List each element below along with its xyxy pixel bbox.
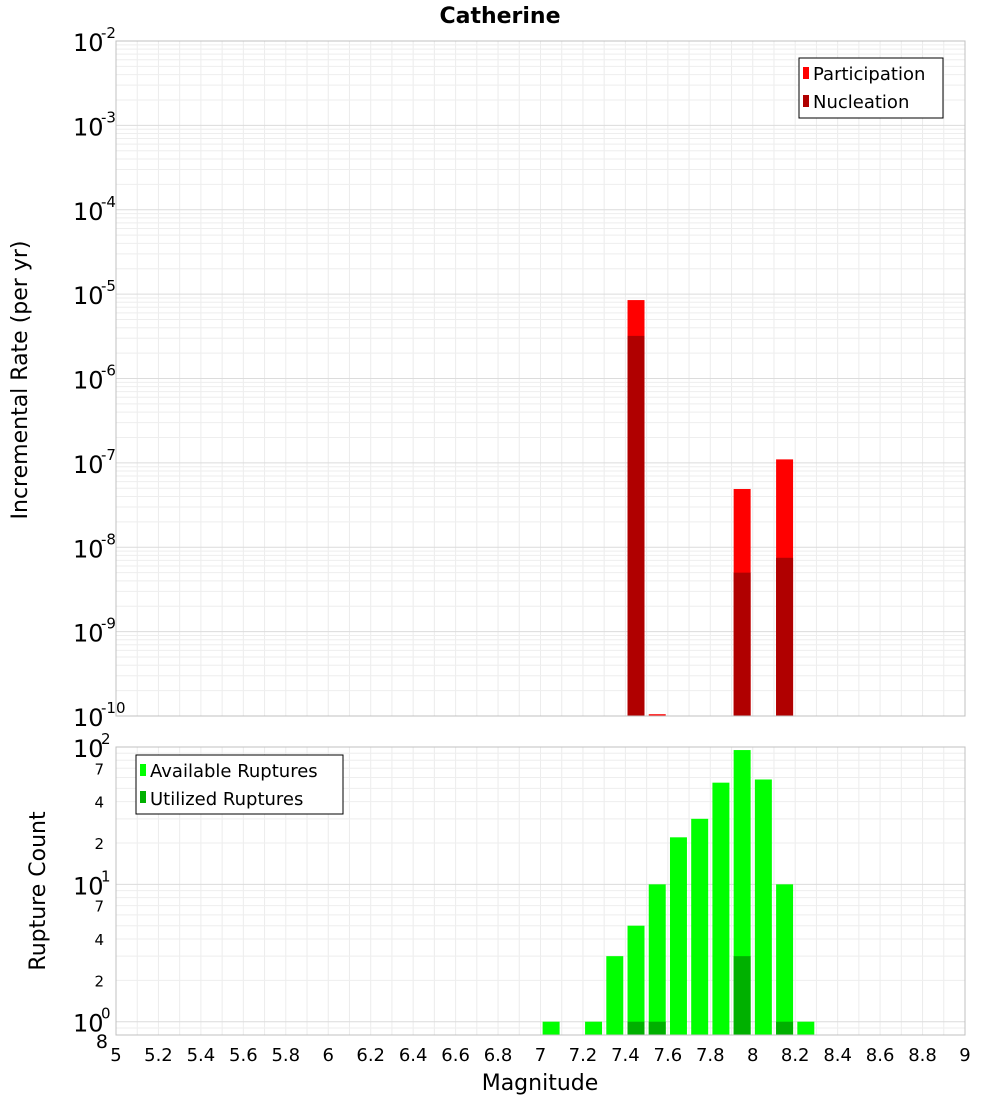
bottom-y-tick-base: 10 <box>73 872 104 900</box>
top-y-tick-exponent: -2 <box>101 24 116 42</box>
x-tick-label: 7.2 <box>569 1045 598 1066</box>
top-legend: Participation Nucleation <box>798 57 944 119</box>
bottom-y-minor-tick-label: 7 <box>94 898 104 916</box>
x-tick-label: 7 <box>535 1045 546 1066</box>
count-bar-series-0 <box>627 925 645 1035</box>
x-tick-label: 5 <box>110 1045 121 1066</box>
top-legend-box <box>798 57 944 119</box>
x-tick-label: 8.4 <box>823 1045 852 1066</box>
bottom-y-tick-exponent: 0 <box>101 1005 111 1023</box>
x-tick-label: 8 <box>747 1045 758 1066</box>
x-tick-label: 5.8 <box>271 1045 300 1066</box>
count-bar-series-0 <box>776 884 794 1035</box>
top-y-tick-base: 10 <box>73 704 104 732</box>
x-tick-label: 7.4 <box>611 1045 640 1066</box>
legend-participation-label: Participation <box>813 64 925 85</box>
x-tick-label: 6.8 <box>484 1045 513 1066</box>
top-y-tick-exponent: -4 <box>101 193 116 211</box>
x-axis-label: Magnitude <box>482 1071 599 1096</box>
count-bar-series-0 <box>797 1021 815 1035</box>
top-y-tick-exponent: -8 <box>101 530 116 548</box>
bottom-y-minor-tick-label: 7 <box>94 760 104 778</box>
x-tick-labels: 5 5.2 5.4 5.6 5.8 6 6.2 6.4 6.6 6.8 7 7.2 7.4 7.6 7.8 8… <box>110 1045 970 1066</box>
top-y-tick-exponent: -10 <box>101 699 126 717</box>
x-tick-label: 6.2 <box>356 1045 385 1066</box>
count-bar-series-0 <box>606 956 624 1035</box>
legend-available-label: Available Ruptures <box>150 761 318 782</box>
top-y-tick-base: 10 <box>73 535 104 563</box>
count-bar-series-1 <box>648 1021 666 1035</box>
bottom-y-minor-tick-label: 2 <box>94 835 104 853</box>
count-bar-series-0 <box>648 884 666 1035</box>
top-plot-frame <box>115 40 966 717</box>
top-y-tick-base: 10 <box>73 620 104 648</box>
count-bar-series-0 <box>712 782 730 1035</box>
top-y-tick-labels: 10-210-310-410-510-610-710-810-910-10 <box>73 24 126 732</box>
x-tick-label: 6.6 <box>441 1045 470 1066</box>
top-y-tick-exponent: -6 <box>101 362 116 380</box>
legend-nucleation-label: Nucleation <box>813 92 909 113</box>
x-tick-label: 9 <box>959 1045 970 1066</box>
x-tick-label: 8.8 <box>908 1045 937 1066</box>
bottom-y-axis-label: Rupture Count <box>26 811 51 971</box>
top-plot-bars <box>627 300 794 716</box>
bottom-legend: Available Ruptures Utilized Ruptures <box>135 754 344 815</box>
legend-participation-swatch <box>803 67 809 79</box>
top-y-tick-base: 10 <box>73 29 104 57</box>
top-y-tick-exponent: -7 <box>101 446 116 464</box>
bottom-y-tick-base: 10 <box>73 1010 104 1038</box>
top-y-axis-label: Incremental Rate (per yr) <box>8 241 33 520</box>
x-tick-label: 5.6 <box>229 1045 258 1066</box>
x-tick-label: 5.4 <box>187 1045 216 1066</box>
x-tick-label: 7.6 <box>654 1045 683 1066</box>
bottom-plot-bars <box>542 750 815 1035</box>
top-y-tick-exponent: -9 <box>101 615 116 633</box>
legend-utilized-swatch <box>140 791 146 803</box>
bottom-y-tick-exponent: 1 <box>101 867 111 885</box>
x-tick-label: 6.4 <box>399 1045 428 1066</box>
legend-nucleation-swatch <box>803 95 809 107</box>
top-y-tick-exponent: -5 <box>101 277 116 295</box>
bottom-y-minor-tick-label: 4 <box>94 794 104 812</box>
top-y-tick-base: 10 <box>73 451 104 479</box>
legend-available-swatch <box>140 764 146 776</box>
chart-title: Catherine <box>439 4 560 29</box>
count-bar-series-0 <box>542 1021 560 1035</box>
top-plot-grid <box>116 41 965 716</box>
rate-bar-series-0 <box>648 714 666 716</box>
top-y-tick-exponent: -3 <box>101 108 116 126</box>
rate-bar-series-1 <box>776 557 794 716</box>
legend-utilized-label: Utilized Ruptures <box>150 789 303 810</box>
bottom-y-minor-tick-label: 2 <box>94 972 104 990</box>
x-tick-label: 8.2 <box>781 1045 810 1066</box>
bottom-legend-box <box>135 754 344 815</box>
x-tick-label: 7.8 <box>696 1045 725 1066</box>
count-bar-series-0 <box>585 1021 603 1035</box>
bottom-y-tick-base: 10 <box>73 735 104 763</box>
bottom-y-tick-exponent: 2 <box>101 730 111 748</box>
count-bar-series-1 <box>776 1021 794 1035</box>
bottom-plot-frame <box>115 746 966 1036</box>
count-bar-series-0 <box>669 837 687 1035</box>
count-bar-series-0 <box>691 818 709 1035</box>
count-bar-series-1 <box>733 956 751 1035</box>
x-tick-label: 6 <box>323 1045 334 1066</box>
x-tick-label: 5.2 <box>144 1045 173 1066</box>
top-y-tick-base: 10 <box>73 367 104 395</box>
count-bar-series-0 <box>754 779 772 1035</box>
top-y-tick-base: 10 <box>73 198 104 226</box>
top-y-tick-base: 10 <box>73 113 104 141</box>
count-bar-series-1 <box>627 1021 645 1035</box>
bottom-y-minor-tick-label: 8 <box>96 1031 108 1053</box>
x-tick-label: 8.6 <box>866 1045 895 1066</box>
rate-bar-series-1 <box>627 335 645 716</box>
bottom-y-minor-tick-label: 4 <box>94 931 104 949</box>
top-y-tick-base: 10 <box>73 282 104 310</box>
rate-bar-series-1 <box>733 572 751 716</box>
